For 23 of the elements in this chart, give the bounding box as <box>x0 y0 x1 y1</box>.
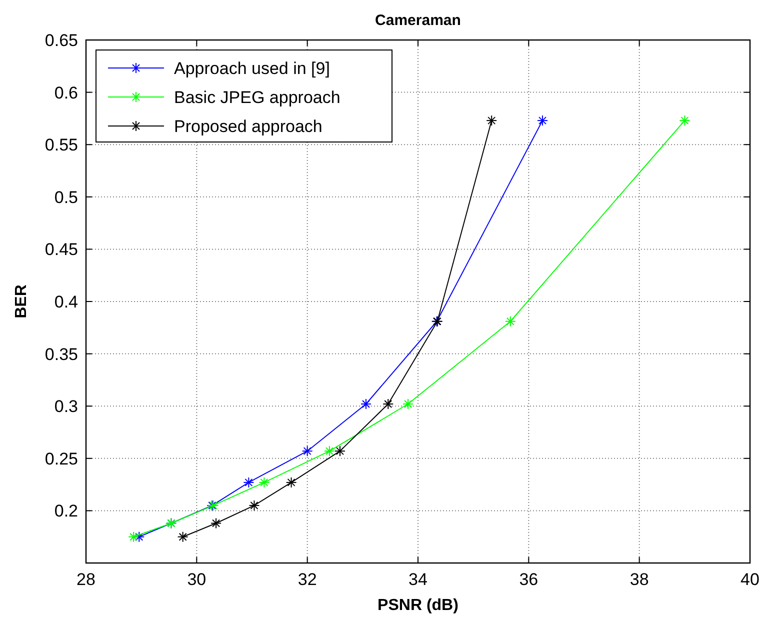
y-tick-label: 0.55 <box>44 136 78 155</box>
x-tick-label: 32 <box>298 570 317 589</box>
x-tick-label: 34 <box>408 570 428 589</box>
y-axis-title: BER <box>13 284 30 318</box>
y-tick-label: 0.25 <box>44 449 78 468</box>
x-tick-label: 36 <box>519 570 538 589</box>
legend-label: Basic JPEG approach <box>174 88 340 107</box>
x-tick-label: 30 <box>187 570 206 589</box>
y-tick-label: 0.4 <box>54 292 78 312</box>
y-tick-label: 0.2 <box>54 502 78 521</box>
x-axis-title: PSNR (dB) <box>378 597 458 614</box>
x-tick-label: 38 <box>630 570 649 589</box>
y-tick-label: 0.3 <box>54 397 78 416</box>
y-tick-label: 0.65 <box>44 31 78 50</box>
y-tick-label: 0.5 <box>54 188 78 207</box>
chart-title: Cameraman <box>375 12 461 29</box>
legend-label: Proposed approach <box>174 117 322 136</box>
x-tick-label: 40 <box>740 570 760 589</box>
x-tick-label: 28 <box>76 570 96 589</box>
y-tick-label: 0.6 <box>54 83 78 102</box>
y-tick-label: 0.45 <box>44 240 78 260</box>
y-tick-label: 0.35 <box>44 344 78 364</box>
legend-label: Approach used in [9] <box>174 59 330 78</box>
